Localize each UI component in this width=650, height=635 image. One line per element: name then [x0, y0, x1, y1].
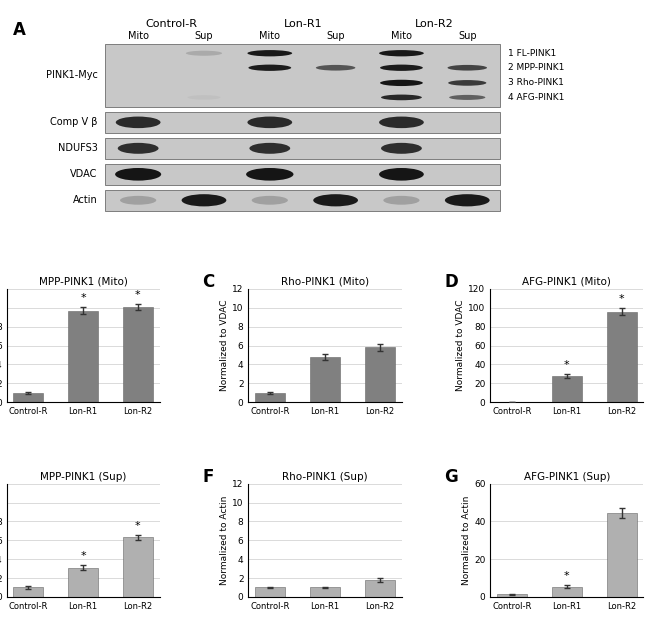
- Title: Rho-PINK1 (Mito): Rho-PINK1 (Mito): [281, 277, 369, 287]
- Ellipse shape: [181, 194, 226, 206]
- Text: G: G: [445, 468, 458, 486]
- Ellipse shape: [115, 168, 161, 180]
- Y-axis label: Normalized to VDAC: Normalized to VDAC: [220, 300, 229, 391]
- Bar: [497, 594, 527, 597]
- Bar: [606, 312, 636, 402]
- Ellipse shape: [379, 117, 424, 128]
- Bar: [552, 587, 582, 597]
- Bar: [365, 347, 395, 402]
- Text: Sup: Sup: [326, 30, 345, 41]
- Y-axis label: Normalized to Actin: Normalized to Actin: [462, 495, 471, 585]
- Text: Mito: Mito: [391, 30, 412, 41]
- Ellipse shape: [316, 65, 356, 70]
- Bar: [255, 587, 285, 597]
- Text: NDUFS3: NDUFS3: [58, 144, 98, 153]
- Y-axis label: Normalized to Actin: Normalized to Actin: [220, 495, 229, 585]
- Ellipse shape: [252, 196, 288, 204]
- Ellipse shape: [118, 143, 159, 154]
- Ellipse shape: [445, 194, 489, 206]
- Bar: [105, 44, 500, 107]
- Text: Control-R: Control-R: [145, 19, 197, 29]
- Bar: [255, 392, 285, 402]
- Bar: [14, 587, 44, 597]
- Bar: [310, 357, 340, 402]
- Text: Sup: Sup: [194, 30, 213, 41]
- Text: 1 FL-PINK1: 1 FL-PINK1: [508, 49, 556, 58]
- Ellipse shape: [381, 95, 422, 100]
- Ellipse shape: [379, 50, 424, 57]
- Bar: [310, 587, 340, 597]
- Ellipse shape: [186, 51, 222, 56]
- Ellipse shape: [449, 95, 486, 100]
- Ellipse shape: [116, 117, 161, 128]
- Bar: [68, 568, 98, 597]
- Ellipse shape: [120, 196, 156, 204]
- Bar: [606, 513, 636, 597]
- Ellipse shape: [313, 194, 358, 206]
- Text: *: *: [80, 293, 86, 303]
- Y-axis label: Normalized to VDAC: Normalized to VDAC: [456, 300, 465, 391]
- Text: *: *: [135, 290, 140, 300]
- Bar: [105, 190, 500, 211]
- Bar: [365, 580, 395, 597]
- Title: MPP-PINK1 (Sup): MPP-PINK1 (Sup): [40, 472, 126, 481]
- Ellipse shape: [380, 80, 423, 86]
- Ellipse shape: [248, 65, 291, 71]
- Text: D: D: [445, 273, 458, 291]
- Text: Comp V β: Comp V β: [50, 117, 98, 128]
- Bar: [105, 138, 500, 159]
- Text: Lon-R2: Lon-R2: [415, 19, 454, 29]
- Text: *: *: [564, 571, 570, 580]
- Title: Rho-PINK1 (Sup): Rho-PINK1 (Sup): [282, 472, 368, 481]
- Text: *: *: [619, 294, 625, 304]
- Text: 3 Rho-PINK1: 3 Rho-PINK1: [508, 78, 564, 88]
- Ellipse shape: [248, 50, 292, 57]
- Ellipse shape: [384, 196, 419, 204]
- Text: *: *: [564, 360, 570, 370]
- Text: *: *: [80, 551, 86, 561]
- Ellipse shape: [250, 143, 290, 154]
- Text: Mito: Mito: [127, 30, 149, 41]
- Ellipse shape: [248, 117, 292, 128]
- Ellipse shape: [246, 168, 294, 180]
- Text: 2 MPP-PINK1: 2 MPP-PINK1: [508, 64, 564, 72]
- Ellipse shape: [447, 65, 487, 70]
- Ellipse shape: [381, 143, 422, 154]
- Bar: [105, 112, 500, 133]
- Text: Sup: Sup: [458, 30, 476, 41]
- Ellipse shape: [448, 80, 486, 86]
- Text: 4 AFG-PINK1: 4 AFG-PINK1: [508, 93, 564, 102]
- Ellipse shape: [380, 65, 423, 71]
- Text: Lon-R1: Lon-R1: [283, 19, 322, 29]
- Ellipse shape: [187, 95, 220, 100]
- Text: A: A: [13, 21, 26, 39]
- Title: MPP-PINK1 (Mito): MPP-PINK1 (Mito): [38, 277, 127, 287]
- Text: *: *: [135, 521, 140, 531]
- Text: Actin: Actin: [73, 196, 98, 205]
- Text: PINK1-Myc: PINK1-Myc: [46, 70, 98, 80]
- Bar: [68, 311, 98, 402]
- Text: C: C: [203, 273, 215, 291]
- Bar: [123, 537, 153, 597]
- Text: VDAC: VDAC: [70, 170, 98, 179]
- Ellipse shape: [379, 168, 424, 180]
- Text: F: F: [203, 468, 214, 486]
- Bar: [14, 392, 44, 402]
- Title: AFG-PINK1 (Sup): AFG-PINK1 (Sup): [524, 472, 610, 481]
- Title: AFG-PINK1 (Mito): AFG-PINK1 (Mito): [523, 277, 612, 287]
- Bar: [552, 376, 582, 402]
- Bar: [123, 307, 153, 402]
- Bar: [105, 164, 500, 185]
- Text: Mito: Mito: [259, 30, 280, 41]
